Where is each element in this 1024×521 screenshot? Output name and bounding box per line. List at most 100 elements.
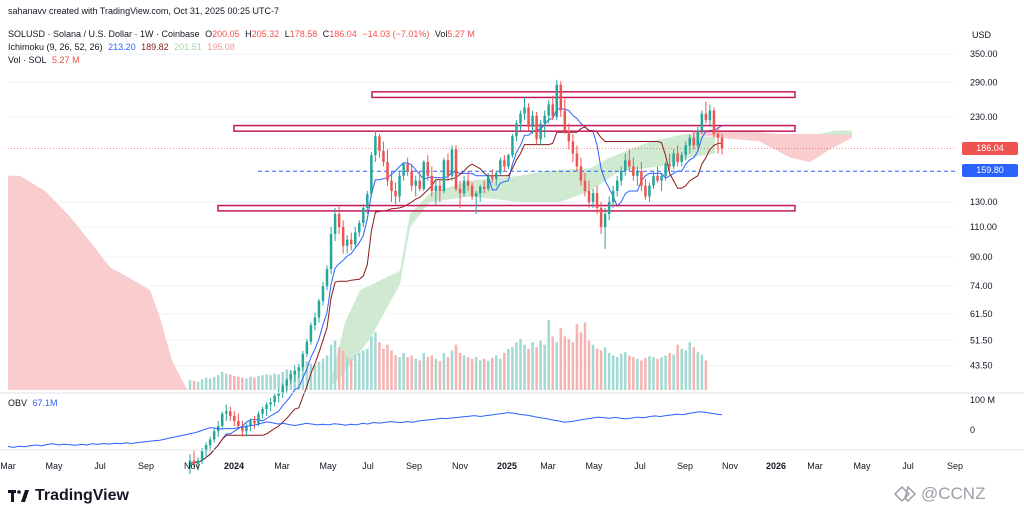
obv-axis-label: 0 — [970, 425, 975, 435]
price-tick-label: 74.00 — [970, 281, 993, 291]
candle — [450, 145, 454, 181]
candle — [644, 178, 647, 200]
time-axis[interactable]: Mar May Jul Sep Nov 2024 Mar May Jul Sep Nov 2025 Ma… — [0, 461, 963, 471]
candle-body — [285, 379, 288, 386]
candle-body — [495, 172, 498, 179]
volume-legend[interactable]: Vol · SOL 5.27 M — [8, 55, 83, 65]
range-box-mid-range — [233, 124, 796, 132]
candle — [362, 204, 365, 227]
candle-body — [362, 207, 365, 223]
volume-bar — [406, 357, 409, 390]
candle — [470, 182, 474, 200]
candle-body — [301, 353, 305, 368]
candle-body — [478, 186, 482, 194]
candle — [648, 182, 651, 203]
candle-body — [547, 104, 550, 116]
volume-bar — [329, 344, 333, 390]
time-tick-label: 2024 — [224, 461, 244, 471]
time-tick-label: May — [585, 461, 603, 471]
candle-body — [579, 166, 583, 181]
close-label: C — [322, 29, 330, 39]
candle-body — [212, 431, 216, 440]
volume-bar — [688, 342, 692, 390]
volume-bar — [204, 377, 208, 390]
volume-bar — [208, 378, 212, 390]
candle-body — [660, 175, 663, 181]
candle-body — [571, 141, 575, 154]
candle — [495, 171, 498, 186]
vol-label: Vol — [434, 29, 448, 39]
volume-bar — [245, 378, 248, 390]
volume-bar — [563, 336, 567, 390]
candle-body — [229, 411, 232, 417]
ichimoku-legend[interactable]: Ichimoku (9, 26, 52, 26) 213.20 189.82 2… — [8, 42, 238, 52]
price-axis[interactable]: 350.00 290.00 230.00 130.00 110.00 90.00 74.00… — [970, 49, 998, 370]
volume-bar — [261, 375, 264, 390]
candle-body — [249, 420, 252, 426]
volume-bar — [543, 344, 546, 390]
candle-body — [624, 160, 627, 172]
candle-body — [462, 180, 466, 194]
candle-body — [345, 239, 349, 246]
symbol-legend[interactable]: SOLUSD · Solana / U.S. Dollar · 1W · Coi… — [8, 29, 478, 39]
candle-body — [378, 136, 381, 152]
candle-body — [648, 185, 651, 197]
candle-body — [527, 107, 530, 127]
volume-bar — [648, 356, 651, 390]
candle — [636, 166, 639, 186]
volume-bar — [539, 340, 542, 390]
obv-axis-label: 100 M — [970, 395, 995, 405]
candle-body — [575, 153, 579, 167]
volume-bar — [624, 352, 627, 390]
volume-bar — [249, 376, 252, 390]
candle — [523, 97, 526, 121]
volume-bar — [333, 340, 337, 390]
candle-body — [599, 207, 603, 227]
candle-body — [644, 185, 647, 197]
candle — [438, 180, 442, 203]
open-label: O — [205, 29, 213, 39]
tradingview-logo[interactable]: TradingView — [8, 487, 129, 505]
volume-bar — [378, 342, 381, 390]
candle-body — [559, 84, 563, 111]
volume-bar — [370, 336, 373, 390]
volume-bar — [345, 357, 349, 390]
candle — [507, 153, 510, 170]
candle-body — [551, 104, 554, 117]
current-price-tag: 186.04 — [962, 141, 1018, 155]
candle — [253, 416, 256, 429]
candle-body — [474, 193, 478, 197]
horizontal-line-price-tag: 159.80 — [962, 164, 1018, 178]
candle — [281, 383, 284, 398]
candle-body — [700, 113, 704, 131]
volume-bar — [366, 348, 369, 390]
volume-bar — [390, 350, 393, 390]
change-value: −14.03 (−7.01%) — [362, 29, 430, 39]
obv-value: 67.1M — [32, 398, 58, 408]
currency-label[interactable]: USD — [972, 30, 992, 40]
obv-legend[interactable]: OBV 67.1M — [8, 398, 61, 408]
time-tick-label: Sep — [677, 461, 693, 471]
candle-body — [543, 115, 546, 124]
candle-body — [607, 202, 611, 214]
candle-body — [321, 286, 325, 301]
candle — [245, 423, 248, 437]
candle-body — [281, 385, 284, 394]
candle — [503, 155, 506, 172]
volume-bar — [257, 376, 260, 390]
volume-bar — [704, 360, 708, 390]
candle-body — [611, 190, 615, 203]
candle — [559, 81, 563, 117]
candle-body — [454, 149, 458, 189]
candle — [624, 153, 627, 176]
candle — [345, 235, 349, 254]
range-box-lower-range — [217, 204, 796, 212]
candle — [454, 145, 458, 191]
candle-body — [253, 420, 256, 424]
volume-bar — [233, 376, 236, 390]
range-box-upper-range — [371, 91, 796, 99]
candle-body — [531, 115, 534, 127]
candle — [619, 166, 623, 186]
volume-bar — [229, 374, 232, 390]
candle-body — [636, 171, 639, 176]
